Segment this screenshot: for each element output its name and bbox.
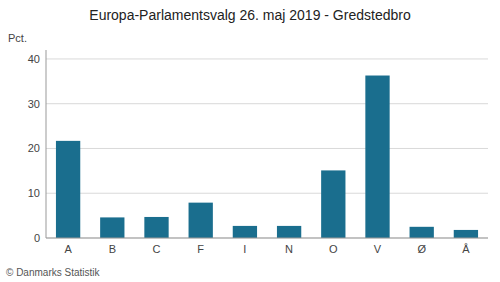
bars xyxy=(56,76,478,238)
bar xyxy=(365,76,389,238)
bar xyxy=(144,217,168,238)
bar xyxy=(321,170,345,238)
y-tick-label: 10 xyxy=(28,187,40,199)
grid-line xyxy=(46,238,488,239)
x-tick-label: A xyxy=(64,243,72,255)
bar xyxy=(454,230,478,238)
grid-line xyxy=(46,148,488,149)
y-tick-label: 30 xyxy=(28,98,40,110)
y-tick-label: 0 xyxy=(34,232,40,244)
y-axis-label: Pct. xyxy=(8,32,27,44)
bar xyxy=(233,226,257,238)
y-tick-label: 20 xyxy=(28,142,40,154)
x-tick-label: Å xyxy=(462,243,470,255)
x-tick-label: N xyxy=(285,243,293,255)
x-tick-label: B xyxy=(109,243,116,255)
chart-svg: Europa-Parlamentsvalg 26. maj 2019 - Gre… xyxy=(0,0,500,282)
grid xyxy=(46,59,488,238)
bar xyxy=(56,141,80,238)
bar xyxy=(189,203,213,238)
bar xyxy=(100,217,124,238)
x-tick-label: I xyxy=(243,243,246,255)
title: Europa-Parlamentsvalg 26. maj 2019 - Gre… xyxy=(89,7,411,23)
grid-line xyxy=(46,103,488,104)
x-axis-line xyxy=(46,238,488,239)
footer: © Danmarks Statistik xyxy=(6,267,101,278)
x-tick-label: F xyxy=(197,243,204,255)
x-tick-label: C xyxy=(153,243,161,255)
y-axis-line xyxy=(46,50,47,238)
grid-line xyxy=(46,193,488,194)
chart-container: Europa-Parlamentsvalg 26. maj 2019 - Gre… xyxy=(0,0,500,282)
bar xyxy=(410,227,434,238)
bar xyxy=(277,226,301,238)
x-tick-label: Ø xyxy=(417,243,426,255)
x-tick-label: O xyxy=(329,243,338,255)
grid-line xyxy=(46,58,488,59)
x-tick-label: V xyxy=(374,243,382,255)
y-tick-label: 40 xyxy=(28,53,40,65)
